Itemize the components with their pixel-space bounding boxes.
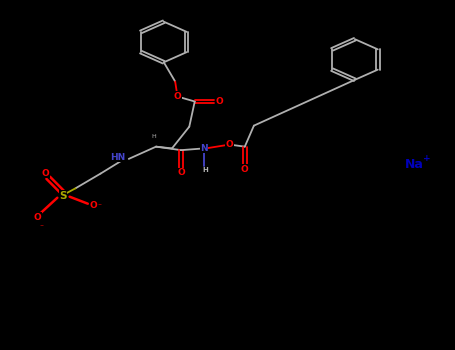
Text: H: H — [202, 167, 208, 173]
Text: O: O — [216, 97, 224, 106]
Text: H: H — [152, 134, 156, 139]
Text: O: O — [41, 169, 50, 178]
Text: ⁻: ⁻ — [40, 222, 44, 231]
Text: O: O — [177, 168, 185, 177]
Text: N: N — [200, 144, 207, 153]
Text: O: O — [226, 140, 234, 149]
Text: HN: HN — [110, 153, 125, 162]
Text: ⁻: ⁻ — [97, 202, 101, 211]
Text: O: O — [33, 212, 41, 222]
Text: S: S — [59, 191, 66, 201]
Text: O: O — [241, 165, 249, 174]
Text: O: O — [90, 201, 98, 210]
Text: +: + — [423, 154, 430, 163]
Text: Na: Na — [404, 158, 424, 171]
Text: O: O — [173, 92, 182, 101]
